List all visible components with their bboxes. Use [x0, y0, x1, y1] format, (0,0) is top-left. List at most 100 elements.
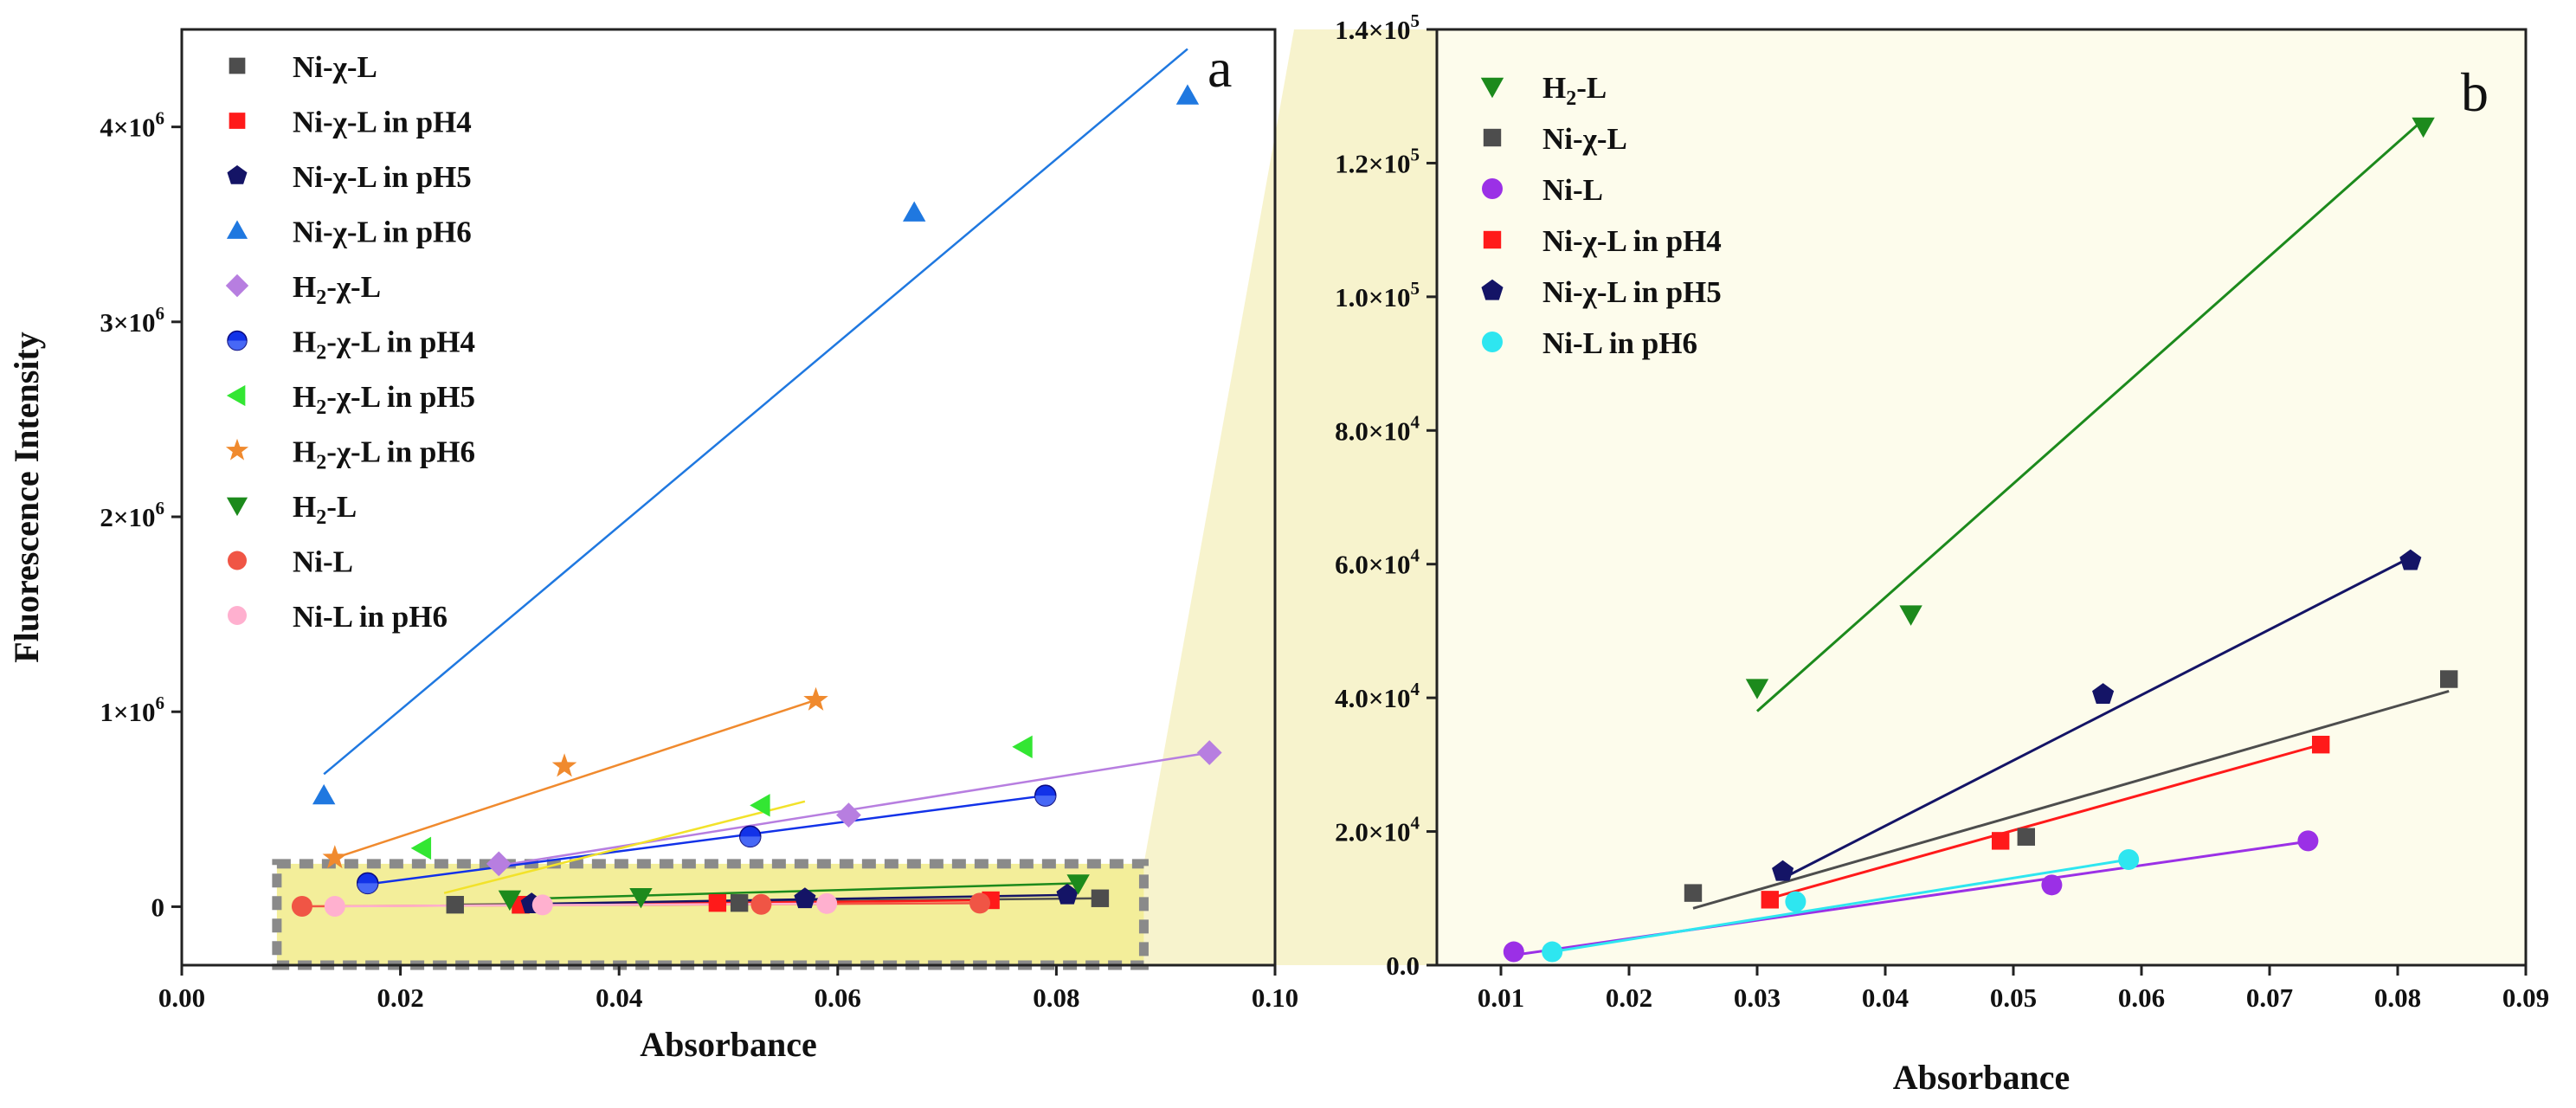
y-tick-label: 1.2×105 [1335, 144, 1420, 178]
data-point [322, 845, 348, 869]
fit-line [323, 48, 1188, 776]
legend-marker [229, 113, 246, 129]
data-point [2118, 849, 2140, 871]
legend-marker [1482, 178, 1503, 199]
y-tick-label: 1.4×105 [1335, 10, 1420, 45]
data-point [498, 890, 522, 912]
y-tick-label: 2.0×104 [1335, 813, 1420, 847]
data-point [750, 893, 772, 915]
fit-line [1781, 556, 2412, 879]
panel-b-background [1437, 29, 2526, 965]
data-point [739, 825, 762, 848]
data-point [730, 893, 749, 912]
legend-marker [225, 274, 249, 298]
legend-marker [227, 330, 248, 351]
fit-line [1692, 689, 2450, 910]
legend-label: H2-L [1542, 71, 1607, 110]
data-point [969, 892, 990, 914]
y-tick-label: 2×106 [100, 498, 164, 532]
data-point [2440, 670, 2458, 688]
x-tick-label: 0.02 [1606, 982, 1652, 1013]
panel-a-label: a [1208, 37, 1232, 99]
data-point [1992, 832, 2010, 850]
x-tick-label: 0.04 [596, 982, 642, 1013]
panel-b-label: b [2461, 61, 2489, 123]
y-tick-label: 8.0×104 [1335, 411, 1420, 446]
data-point [1745, 679, 1769, 699]
legend-label: H2-χ-L in pH6 [293, 435, 475, 474]
legend-marker [1480, 77, 1504, 99]
highlight-box [272, 859, 1149, 970]
panel-b-legend: H2-L Ni-χ-L Ni-L Ni-χ-L in pH4 Ni-χ-L in pH5… [1480, 71, 1722, 360]
data-point [2412, 117, 2435, 138]
x-tick-label: 0.06 [815, 982, 861, 1013]
data-point [486, 851, 512, 877]
zoom-connector [1143, 29, 1437, 965]
legend-label: H2-χ-L in pH5 [293, 380, 475, 419]
legend-label: Ni-L in pH6 [1542, 326, 1697, 360]
legend-marker [1483, 128, 1502, 147]
panel-b-x-label: Absorbance [1893, 1058, 2070, 1097]
panel-a-points [291, 84, 1222, 917]
data-point [356, 872, 379, 895]
legend-label: Ni-χ-L in pH6 [293, 216, 472, 249]
data-point [1785, 891, 1806, 912]
fit-line [509, 882, 1079, 901]
y-tick-label: 4.0×104 [1335, 679, 1420, 713]
legend-label: Ni-χ-L in pH4 [293, 106, 472, 139]
y-tick-label: 6.0×104 [1335, 545, 1420, 580]
data-point [2297, 830, 2319, 852]
panel-a-legend: Ni-χ-L Ni-χ-L in pH4 Ni-χ-L in pH5 Ni-χ-L i… [225, 50, 475, 634]
data-point [1056, 883, 1079, 905]
panel-b: 0.01 0.02 0.03 0.04 0.05 0.06 0.07 0.08 0.09 0.0 2… [1335, 10, 2549, 1097]
data-point [1196, 740, 1222, 765]
data-point [291, 895, 312, 917]
data-point [1066, 874, 1090, 895]
data-point [1012, 735, 1033, 758]
panel-a-ticks: 0.00 0.02 0.04 0.06 0.08 0.10 0 1×106 2×106 3×106… [100, 108, 1298, 1013]
data-point [1542, 941, 1563, 963]
legend-label: Ni-L in pH6 [293, 600, 448, 634]
panel-b-ticks: 0.01 0.02 0.03 0.04 0.05 0.06 0.07 0.08 0.09 0.0 2… [1335, 10, 2549, 1013]
y-tick-label: 1.0×105 [1335, 278, 1420, 312]
legend-label: Ni-χ-L in pH5 [1542, 275, 1722, 309]
y-tick-label: 1×106 [100, 692, 164, 727]
x-tick-label: 0.00 [158, 982, 205, 1013]
legend-marker [225, 438, 249, 461]
legend-label: Ni-χ-L in pH4 [1542, 224, 1722, 258]
y-tick-label: 3×106 [100, 303, 164, 338]
legend-label: H2-χ-L [293, 270, 381, 309]
panel-b-frame [1435, 28, 2528, 967]
legend-label: Ni-L [1542, 173, 1603, 207]
x-tick-label: 0.03 [1734, 982, 1781, 1013]
x-tick-label: 0.02 [377, 982, 423, 1013]
legend-label: Ni-χ-L [1542, 122, 1627, 156]
x-tick-label: 0.08 [1033, 982, 1079, 1013]
legend-marker [229, 57, 246, 74]
data-point [1503, 941, 1524, 963]
panel-a: 0.00 0.02 0.04 0.06 0.08 0.10 0 1×106 2×106 3×106… [7, 28, 1298, 1064]
data-point [324, 895, 345, 917]
y-tick-label: 0 [151, 892, 165, 922]
legend-marker [226, 497, 248, 517]
data-point [2092, 683, 2115, 704]
data-point [1034, 784, 1057, 807]
data-point [629, 887, 653, 909]
legend-marker [226, 220, 248, 239]
data-point [1899, 605, 1922, 626]
data-point [2041, 874, 2063, 896]
data-point [836, 802, 861, 828]
legend-marker [228, 606, 247, 625]
legend-label: Ni-L [293, 545, 353, 579]
y-tick-label: 0.0 [1386, 950, 1420, 981]
legend-label: H2-χ-L in pH4 [293, 325, 475, 364]
x-tick-label: 0.01 [1478, 982, 1524, 1013]
fit-line [367, 794, 1046, 886]
data-point [1091, 889, 1110, 907]
data-point [2399, 549, 2422, 570]
legend-marker [1483, 230, 1502, 249]
data-point [1761, 891, 1779, 909]
data-point [2017, 828, 2035, 846]
data-point [446, 895, 464, 914]
